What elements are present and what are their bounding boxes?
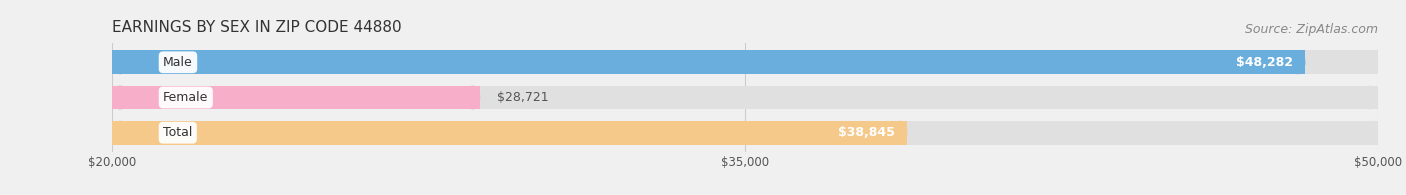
Text: EARNINGS BY SEX IN ZIP CODE 44880: EARNINGS BY SEX IN ZIP CODE 44880 [112, 20, 402, 35]
Ellipse shape [112, 50, 128, 74]
Ellipse shape [112, 86, 128, 109]
Bar [112, 86, 1378, 109]
Text: Female: Female [163, 91, 208, 104]
Bar [112, 50, 1305, 74]
Ellipse shape [112, 121, 128, 145]
Ellipse shape [1362, 50, 1378, 74]
Text: Male: Male [163, 56, 193, 69]
Text: $28,721: $28,721 [498, 91, 548, 104]
Ellipse shape [112, 121, 128, 145]
Text: $48,282: $48,282 [1236, 56, 1292, 69]
Bar [112, 121, 1378, 145]
Text: $38,845: $38,845 [838, 126, 894, 139]
Ellipse shape [1362, 121, 1378, 145]
Ellipse shape [893, 121, 907, 145]
Bar [112, 50, 1378, 74]
Ellipse shape [1362, 86, 1378, 109]
Text: Source: ZipAtlas.com: Source: ZipAtlas.com [1244, 23, 1378, 36]
Ellipse shape [465, 86, 481, 109]
Ellipse shape [112, 50, 128, 74]
Ellipse shape [1291, 50, 1305, 74]
Bar [112, 121, 907, 145]
Ellipse shape [112, 86, 128, 109]
Bar [112, 86, 481, 109]
Text: Total: Total [163, 126, 193, 139]
